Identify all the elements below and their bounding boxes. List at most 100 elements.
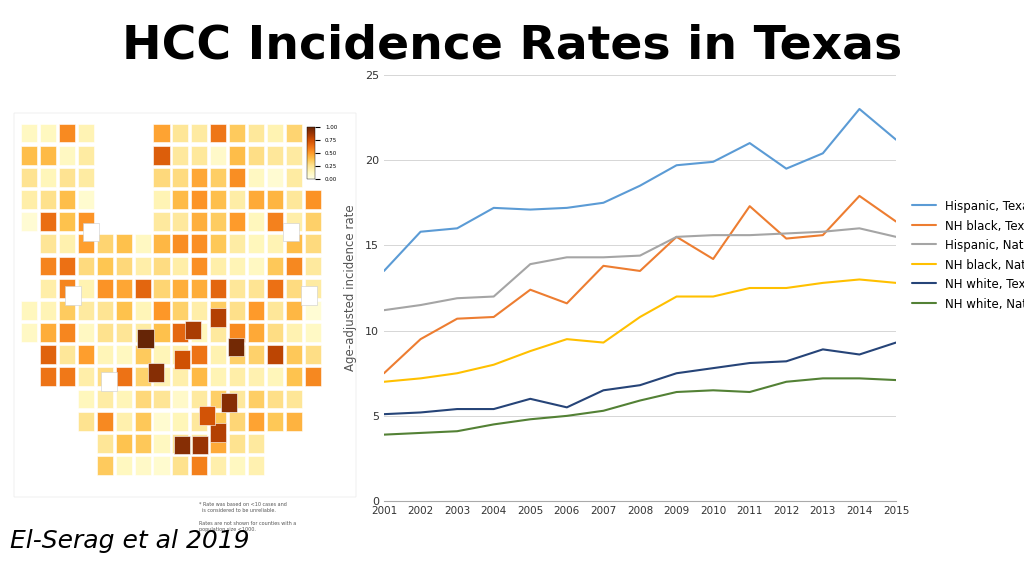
Bar: [267, 367, 283, 386]
Line: NH black, Texas: NH black, Texas: [384, 196, 896, 373]
Bar: [267, 345, 283, 364]
Bar: [101, 372, 117, 391]
Bar: [229, 412, 245, 431]
NH white, Texas: [817, 346, 829, 353]
Bar: [248, 213, 264, 231]
Bar: [305, 345, 321, 364]
NH black, Nationwide: [451, 370, 463, 377]
NH black, Texas: [780, 235, 793, 242]
Bar: [116, 434, 132, 453]
NH black, Texas: [707, 256, 719, 263]
Bar: [96, 412, 113, 431]
Bar: [286, 124, 302, 142]
Bar: [116, 323, 132, 342]
Bar: [96, 434, 113, 453]
Bar: [134, 234, 151, 253]
Bar: [229, 279, 245, 298]
Bar: [248, 412, 264, 431]
Bar: [59, 345, 75, 364]
Bar: [286, 323, 302, 342]
Bar: [248, 146, 264, 165]
Bar: [305, 367, 321, 386]
Bar: [172, 367, 188, 386]
Hispanic, Texas: [743, 139, 756, 146]
Bar: [96, 323, 113, 342]
Bar: [40, 168, 56, 187]
NH black, Texas: [671, 233, 683, 240]
Bar: [229, 146, 245, 165]
Hispanic, Nationwide: [817, 228, 829, 235]
Hispanic, Texas: [415, 228, 427, 235]
Bar: [96, 279, 113, 298]
Bar: [22, 146, 37, 165]
Text: * Rate was based on <10 cases and
  is considered to be unreliable.: * Rate was based on <10 cases and is con…: [200, 502, 287, 513]
Bar: [210, 345, 226, 364]
Bar: [191, 213, 207, 231]
Line: NH white, Nationwide: NH white, Nationwide: [384, 378, 896, 435]
Bar: [22, 213, 37, 231]
Hispanic, Texas: [707, 158, 719, 165]
Bar: [267, 124, 283, 142]
Bar: [191, 146, 207, 165]
Line: Hispanic, Texas: Hispanic, Texas: [384, 109, 896, 271]
Bar: [59, 190, 75, 209]
Bar: [283, 222, 299, 241]
NH white, Texas: [853, 351, 865, 358]
Bar: [193, 435, 208, 454]
NH white, Nationwide: [487, 421, 500, 428]
Bar: [267, 213, 283, 231]
Bar: [210, 279, 226, 298]
NH black, Texas: [561, 300, 573, 307]
Bar: [96, 345, 113, 364]
Bar: [59, 234, 75, 253]
Bar: [78, 389, 94, 408]
NH white, Texas: [707, 365, 719, 372]
Bar: [134, 412, 151, 431]
Bar: [154, 257, 170, 275]
Bar: [134, 257, 151, 275]
NH black, Texas: [817, 232, 829, 238]
Bar: [172, 345, 188, 364]
Bar: [172, 412, 188, 431]
Bar: [210, 434, 226, 453]
Bar: [134, 345, 151, 364]
Hispanic, Texas: [890, 136, 902, 143]
NH black, Texas: [853, 192, 865, 199]
Bar: [78, 168, 94, 187]
Bar: [96, 367, 113, 386]
Bar: [210, 213, 226, 231]
NH white, Nationwide: [817, 375, 829, 382]
Bar: [22, 124, 37, 142]
NH white, Texas: [524, 395, 537, 402]
NH white, Nationwide: [524, 416, 537, 423]
Hispanic, Texas: [561, 204, 573, 211]
Bar: [78, 190, 94, 209]
Bar: [191, 234, 207, 253]
Bar: [172, 389, 188, 408]
Bar: [248, 234, 264, 253]
Bar: [191, 279, 207, 298]
Bar: [40, 213, 56, 231]
Bar: [78, 146, 94, 165]
Bar: [305, 213, 321, 231]
Bar: [154, 412, 170, 431]
Bar: [22, 301, 37, 320]
Bar: [210, 168, 226, 187]
Bar: [116, 389, 132, 408]
Bar: [301, 286, 317, 305]
NH black, Nationwide: [487, 361, 500, 368]
Bar: [286, 367, 302, 386]
Bar: [229, 434, 245, 453]
NH white, Texas: [780, 358, 793, 365]
Bar: [286, 389, 302, 408]
Bar: [154, 124, 170, 142]
Bar: [134, 434, 151, 453]
Hispanic, Nationwide: [524, 261, 537, 268]
Bar: [305, 301, 321, 320]
NH black, Nationwide: [817, 279, 829, 286]
NH white, Texas: [451, 406, 463, 412]
Line: Hispanic, Nationwide: Hispanic, Nationwide: [384, 228, 896, 310]
Bar: [137, 329, 154, 348]
Hispanic, Texas: [487, 204, 500, 211]
Bar: [191, 389, 207, 408]
